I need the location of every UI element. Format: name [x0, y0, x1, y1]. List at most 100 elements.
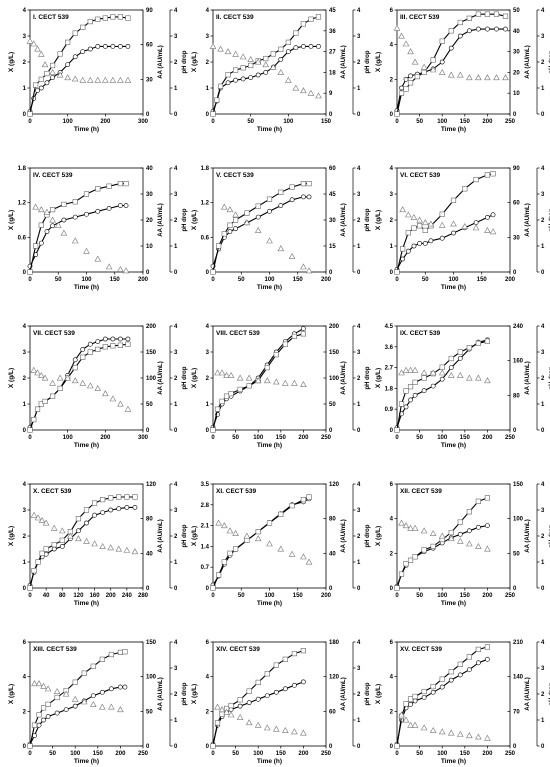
y-tick-label: 6 [23, 640, 27, 646]
biomass-point [54, 710, 60, 716]
x-tick-label: 150 [321, 119, 332, 125]
ph-drop-point [232, 211, 239, 218]
ph-drop-point [83, 537, 90, 544]
ph-drop-point [291, 728, 298, 735]
activity-point [57, 51, 63, 57]
ph-drop-point [272, 378, 280, 385]
activity-point [411, 225, 417, 231]
chart-title: III. CECT 539 [400, 14, 440, 21]
biomass-point [466, 667, 472, 673]
y-axis-label: X (g/L) [375, 684, 382, 704]
x-tick-label: 150 [110, 277, 121, 283]
ph-drop-point [475, 542, 482, 549]
ph-drop-point [456, 537, 464, 544]
activity-point [475, 646, 481, 653]
activity-point [439, 38, 445, 44]
activity-point [42, 398, 48, 405]
activity-point [466, 654, 472, 660]
y-tick-label: 0 [23, 586, 27, 592]
ph-drop-point [245, 374, 253, 381]
y-axis-label: X (g/L) [191, 526, 198, 546]
ph-tick-label: 0 [541, 586, 545, 592]
ph-drop-point [429, 529, 437, 536]
aa-tick-label: 30 [146, 77, 153, 83]
ph-drop-point [37, 50, 45, 57]
x-tick-label: 250 [505, 435, 516, 441]
y-tick-label: 6 [206, 640, 210, 646]
y-tick-label: 0.6 [18, 235, 27, 241]
ph-tick-label: 3 [174, 508, 178, 514]
biomass-point [484, 26, 490, 32]
chart-title: XII. CECT 539 [400, 488, 442, 495]
activity-point [227, 550, 233, 556]
y-tick-label: 0 [206, 270, 210, 276]
activity-point [403, 701, 409, 707]
aa-tick-label: 0 [329, 270, 333, 276]
activity-point [403, 561, 409, 567]
biomass-point [35, 88, 40, 93]
aa-tick-label: 10 [146, 244, 153, 250]
ph-drop-point [305, 558, 313, 565]
ph-drop-point [83, 247, 90, 254]
biomass-point [451, 230, 456, 236]
y-tick-label: 2.8 [201, 503, 210, 509]
y-axis-label: X (g/L) [191, 52, 198, 72]
biomass-point [110, 44, 116, 49]
ph-drop-point [438, 369, 446, 376]
activity-point [416, 223, 423, 229]
ph-drop-point [254, 535, 262, 542]
biomass-point [44, 229, 50, 234]
ph-drop-point [79, 76, 87, 83]
biomass-point [122, 684, 128, 690]
ph-tick-label: 1 [174, 244, 178, 250]
x-axis-label: Time (h) [74, 126, 99, 133]
aa-tick-label: 30 [329, 218, 336, 224]
chart-title: X. CECT 539 [33, 488, 72, 495]
activity-point [72, 30, 78, 36]
ph-drop-point [407, 366, 414, 373]
ph-drop-point [40, 682, 47, 689]
model-fit-line [29, 338, 128, 428]
activity-point [27, 269, 33, 275]
activity-point [123, 181, 129, 187]
ph-drop-point [429, 726, 437, 733]
ph-tick-label: 1 [174, 718, 178, 724]
ph-axis-label: pH drop [182, 208, 188, 231]
ph-drop-point [450, 220, 457, 227]
activity-point [100, 496, 106, 503]
activity-point [219, 398, 225, 405]
y-tick-label: 1 [390, 244, 394, 250]
ph-drop-point [438, 68, 446, 75]
activity-point [228, 702, 234, 709]
activity-point [27, 743, 33, 749]
x-tick-label: 100 [63, 435, 74, 441]
biomass-point [293, 45, 299, 51]
ph-tick-label: 2 [357, 218, 361, 224]
activity-point [407, 557, 414, 563]
ph-drop-point [447, 729, 455, 736]
model-fit-line [29, 496, 135, 589]
x-tick-label: 150 [276, 435, 287, 441]
y-axis-label: X (g/L) [375, 368, 382, 388]
biomass-point [308, 44, 314, 49]
aa-tick-label: 120 [329, 482, 340, 488]
aa-axis-label: AA (AU/mL) [158, 45, 164, 78]
activity-point [210, 269, 216, 275]
ph-tick-label: 0 [174, 744, 178, 750]
activity-point [102, 15, 108, 21]
ph-drop-point [420, 724, 428, 731]
ph-drop-point [291, 379, 298, 386]
activity-point [233, 67, 239, 73]
plot-frame [396, 325, 511, 431]
x-tick-label: 200 [298, 435, 309, 441]
ph-drop-point [502, 74, 509, 81]
ph-drop-point [32, 203, 39, 210]
y-tick-label: 2.7 [385, 366, 394, 372]
activity-point [210, 111, 216, 117]
activity-point [448, 28, 454, 34]
ph-drop-point [218, 369, 226, 376]
ph-drop-point [484, 734, 491, 741]
aa-tick-label: 80 [513, 393, 520, 399]
activity-point [412, 379, 418, 385]
activity-point [484, 11, 491, 17]
